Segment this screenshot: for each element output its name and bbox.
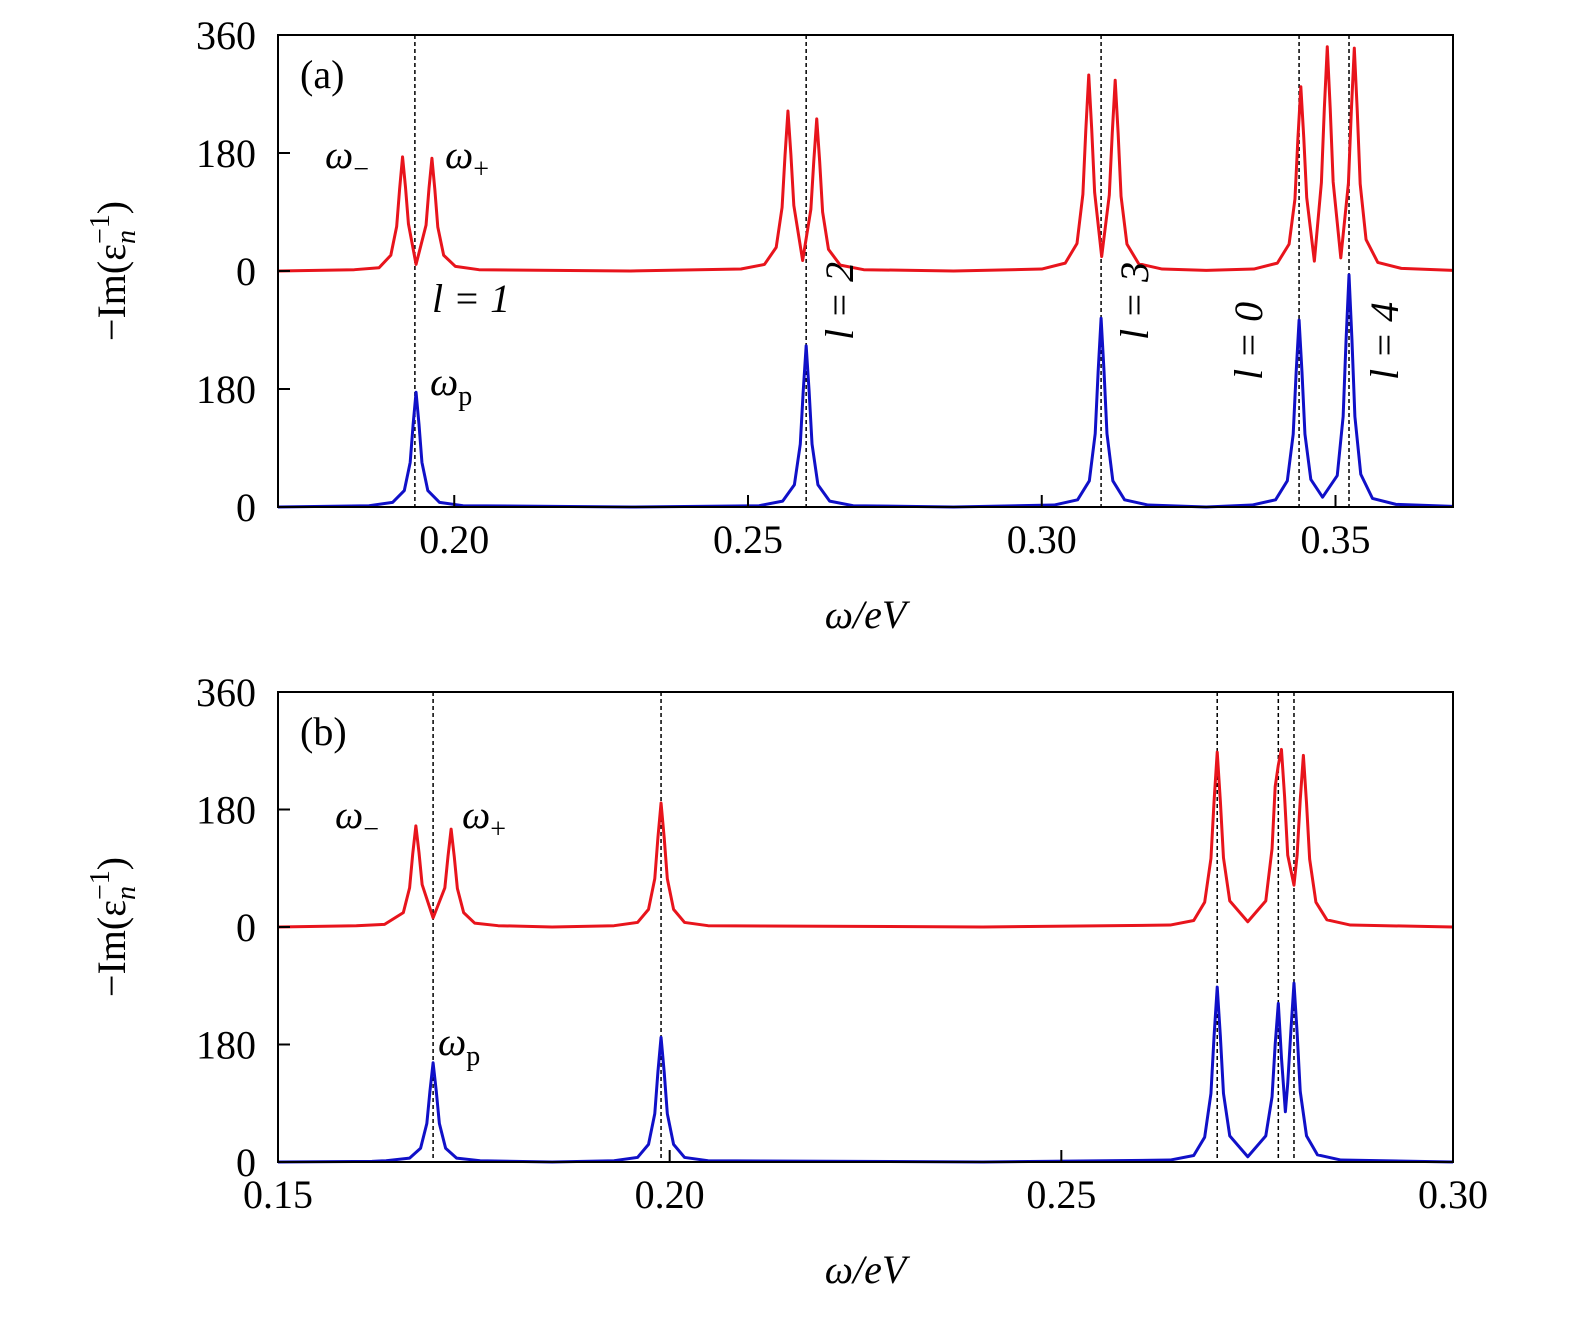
- curve: [277, 45, 1454, 273]
- x-axis-label: ω/eV: [825, 1247, 911, 1292]
- x-tick-label: 0.25: [1026, 1172, 1096, 1217]
- y-tick-label: 180: [196, 1023, 256, 1068]
- x-tick-label: 0.20: [419, 517, 489, 562]
- curve: [277, 981, 1454, 1164]
- annotation: l = 1: [432, 276, 510, 321]
- annotation-text: ω: [325, 132, 353, 177]
- curve: [277, 273, 1454, 509]
- annotation: ωp: [438, 1019, 480, 1072]
- annotation: ω−: [325, 132, 369, 185]
- annotation: l = 2: [817, 262, 862, 340]
- y2-tick-label: 180: [196, 788, 256, 833]
- annotation-text: ω: [335, 792, 363, 837]
- y2-tick-label: 360: [196, 670, 256, 715]
- y-tick-label: 180: [196, 367, 256, 412]
- annotation: ω−: [335, 792, 379, 845]
- annotation-text: l = 1: [432, 276, 510, 321]
- y-label-sup: −1: [85, 214, 116, 244]
- annotation: ω+: [462, 792, 506, 845]
- panel-label: (a): [300, 52, 344, 97]
- y-axis-label: −Im(εn−1): [85, 201, 142, 341]
- annotation-text: ω: [438, 1019, 466, 1064]
- y-tick-label: 0: [236, 485, 256, 530]
- x-tick-label: 0.35: [1301, 517, 1371, 562]
- y-label-end: ): [89, 201, 134, 214]
- annotation-sub: −: [353, 154, 369, 185]
- annotation-text: l = 0: [1226, 302, 1271, 380]
- y2-tick-label: 180: [196, 131, 256, 176]
- annotation-sub: +: [473, 154, 489, 185]
- x-tick-label: 0.30: [1418, 1172, 1488, 1217]
- annotation-text: ω: [462, 792, 490, 837]
- panel-label: (b): [300, 709, 347, 754]
- y-label-sub: n: [111, 230, 142, 244]
- annotation-sub: −: [363, 814, 379, 845]
- annotation-text: ω: [430, 359, 458, 404]
- y-axis-label: −Im(εn−1): [85, 857, 142, 997]
- annotation: ωp: [430, 359, 472, 412]
- annotation-text: ω: [445, 132, 473, 177]
- y-label-main: −Im(ε: [89, 244, 134, 341]
- annotation: ω+: [445, 132, 489, 185]
- y-label-end: ): [89, 857, 134, 870]
- y-tick-label: 0: [236, 1140, 256, 1185]
- x-axis-label: ω/eV: [825, 592, 911, 637]
- annotation-sub: p: [466, 1041, 480, 1072]
- y2-tick-label: 0: [236, 905, 256, 950]
- annotation: l = 0: [1226, 302, 1271, 380]
- annotation-sub: +: [490, 814, 506, 845]
- x-tick-label: 0.30: [1007, 517, 1077, 562]
- y2-tick-label: 360: [196, 13, 256, 58]
- annotation-text: l = 3: [1112, 262, 1157, 340]
- y2-tick-label: 0: [236, 249, 256, 294]
- y-label-sub: n: [111, 886, 142, 900]
- annotation: l = 3: [1112, 262, 1157, 340]
- annotation: l = 4: [1362, 302, 1407, 380]
- y-label-main: −Im(ε: [89, 900, 134, 997]
- curve: [277, 747, 1454, 929]
- x-tick-label: 0.15: [243, 1172, 313, 1217]
- x-tick-label: 0.25: [713, 517, 783, 562]
- y-label-sup: −1: [85, 870, 116, 900]
- annotation-sub: p: [458, 381, 472, 412]
- x-tick-label: 0.20: [635, 1172, 705, 1217]
- annotation-text: l = 2: [817, 262, 862, 340]
- annotation-text: l = 4: [1362, 302, 1407, 380]
